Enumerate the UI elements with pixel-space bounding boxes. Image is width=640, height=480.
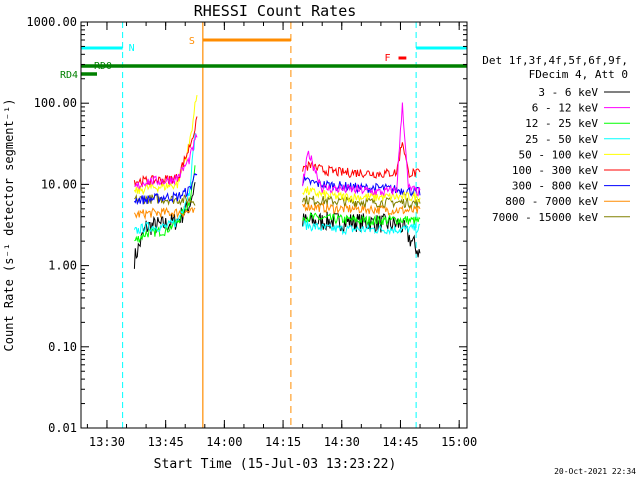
x-tick-label: 14:30 xyxy=(324,435,360,449)
y-tick-label: 0.01 xyxy=(48,421,77,435)
series-line xyxy=(133,206,196,221)
legend-header-line-2: FDecim 4, Att 0 xyxy=(529,68,628,81)
y-tick-label: 100.00 xyxy=(34,96,77,110)
y-axis: 0.01 0.10 1.00 10.00 100.00 1000.00 xyxy=(26,15,467,435)
x-tick-label: 14:45 xyxy=(382,435,418,449)
series-line xyxy=(302,201,421,216)
legend-entry-label: 12 - 25 keV xyxy=(525,117,598,130)
series-line xyxy=(133,132,196,234)
x-tick-label: 14:15 xyxy=(265,435,301,449)
chart-title: RHESSI Count Rates xyxy=(194,2,357,20)
series-line xyxy=(134,132,198,191)
saa-label: S xyxy=(189,36,195,47)
series-line xyxy=(302,211,421,258)
series-line xyxy=(133,95,198,196)
series-line xyxy=(134,193,196,206)
x-axis-label: Start Time (15-Jul-03 13:23:22) xyxy=(154,457,397,472)
x-tick-label: 14:00 xyxy=(206,435,242,449)
series-line xyxy=(302,175,421,197)
legend-entry-label: 300 - 800 keV xyxy=(512,180,598,193)
series-line xyxy=(302,142,421,179)
night-label: N xyxy=(129,43,135,54)
x-tick-label: 13:45 xyxy=(148,435,184,449)
x-tick-label: 15:00 xyxy=(441,435,477,449)
y-tick-label: 1000.00 xyxy=(26,15,77,29)
series-line xyxy=(302,102,421,197)
x-axis: 13:30 13:45 14:00 14:15 14:30 14:45 15:00 xyxy=(86,22,477,449)
rd4-label: RD4 xyxy=(60,70,78,81)
plot-frame xyxy=(80,21,468,429)
legend-entry-label: 6 - 12 keV xyxy=(532,102,599,115)
series-line xyxy=(133,182,196,269)
legend-entry-label: 100 - 300 keV xyxy=(512,164,598,177)
footer-date: 20-Oct-2021 22:34 xyxy=(554,467,636,476)
legend-entry-label: 25 - 50 keV xyxy=(525,133,598,146)
rd0-label: RD0 xyxy=(94,61,112,72)
series-layer xyxy=(133,95,421,269)
series-line xyxy=(302,211,421,227)
y-tick-label: 1.00 xyxy=(48,259,77,273)
legend-entry-label: 3 - 6 keV xyxy=(538,86,598,99)
y-axis-label: Count Rate (s⁻¹ detector segment⁻¹) xyxy=(2,99,16,352)
legend-entry-label: 7000 - 15000 keV xyxy=(492,211,598,224)
y-tick-label: 10.00 xyxy=(41,177,77,191)
legend-header-line-1: Det 1f,3f,4f,5f,6f,9f, xyxy=(482,54,628,67)
series-line xyxy=(133,172,198,206)
legend-entry-label: 50 - 100 keV xyxy=(519,148,599,161)
series-line xyxy=(302,219,421,236)
flare-label: F xyxy=(385,53,391,64)
y-tick-label: 0.10 xyxy=(48,340,77,354)
x-tick-label: 13:30 xyxy=(89,435,125,449)
legend-entry-label: 800 - 7000 keV xyxy=(505,195,598,208)
series-line xyxy=(302,195,421,209)
legend: 3 - 6 keV 6 - 12 keV 12 - 25 keV 25 - 50 ke… xyxy=(492,86,630,224)
series-line xyxy=(133,116,198,188)
